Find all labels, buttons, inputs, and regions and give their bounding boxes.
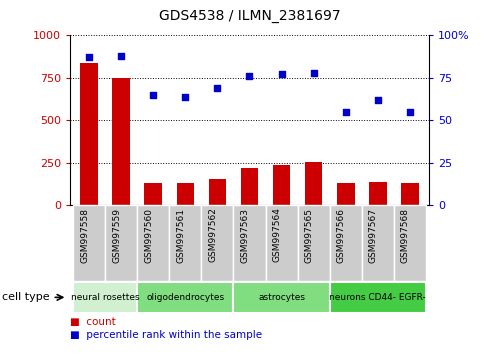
Bar xyxy=(330,205,362,281)
Text: GSM997568: GSM997568 xyxy=(401,207,410,263)
Bar xyxy=(169,205,202,281)
Text: GDS4538 / ILMN_2381697: GDS4538 / ILMN_2381697 xyxy=(159,9,340,23)
Text: GSM997566: GSM997566 xyxy=(337,207,346,263)
Bar xyxy=(369,182,387,205)
Text: oligodendrocytes: oligodendrocytes xyxy=(146,293,225,302)
Bar xyxy=(137,282,234,313)
Text: GSM997564: GSM997564 xyxy=(272,207,281,262)
Bar xyxy=(209,179,226,205)
Point xyxy=(117,53,125,59)
Bar xyxy=(105,205,137,281)
Bar xyxy=(73,205,105,281)
Text: neurons CD44- EGFR-: neurons CD44- EGFR- xyxy=(329,293,426,302)
Bar xyxy=(362,205,394,281)
Bar xyxy=(241,168,258,205)
Point xyxy=(277,72,285,77)
Bar xyxy=(337,183,355,205)
Text: GSM997561: GSM997561 xyxy=(176,207,185,263)
Point xyxy=(310,70,318,76)
Bar xyxy=(144,183,162,205)
Bar xyxy=(394,205,426,281)
Text: GSM997560: GSM997560 xyxy=(144,207,153,263)
Point xyxy=(374,97,382,103)
Text: cell type: cell type xyxy=(2,292,50,302)
Bar xyxy=(112,78,130,205)
Text: GSM997563: GSM997563 xyxy=(241,207,250,263)
Bar xyxy=(234,282,330,313)
Bar xyxy=(234,205,265,281)
Point xyxy=(181,94,189,99)
Point xyxy=(214,85,222,91)
Bar xyxy=(273,165,290,205)
Text: neural rosettes: neural rosettes xyxy=(71,293,139,302)
Bar xyxy=(297,205,330,281)
Text: ■  count: ■ count xyxy=(70,318,116,327)
Text: GSM997562: GSM997562 xyxy=(209,207,218,262)
Point xyxy=(406,109,414,115)
Bar xyxy=(177,183,194,205)
Text: GSM997567: GSM997567 xyxy=(369,207,378,263)
Point xyxy=(149,92,157,98)
Text: GSM997558: GSM997558 xyxy=(80,207,89,263)
Bar xyxy=(401,183,419,205)
Bar xyxy=(137,205,169,281)
Bar xyxy=(305,162,322,205)
Point xyxy=(246,73,253,79)
Text: astrocytes: astrocytes xyxy=(258,293,305,302)
Bar xyxy=(202,205,234,281)
Bar xyxy=(265,205,297,281)
Text: ■  percentile rank within the sample: ■ percentile rank within the sample xyxy=(70,330,262,340)
Bar xyxy=(80,63,98,205)
Point xyxy=(85,55,93,60)
Point xyxy=(342,109,350,115)
Bar xyxy=(330,282,426,313)
Text: GSM997559: GSM997559 xyxy=(112,207,121,263)
Bar xyxy=(73,282,137,313)
Text: GSM997565: GSM997565 xyxy=(305,207,314,263)
